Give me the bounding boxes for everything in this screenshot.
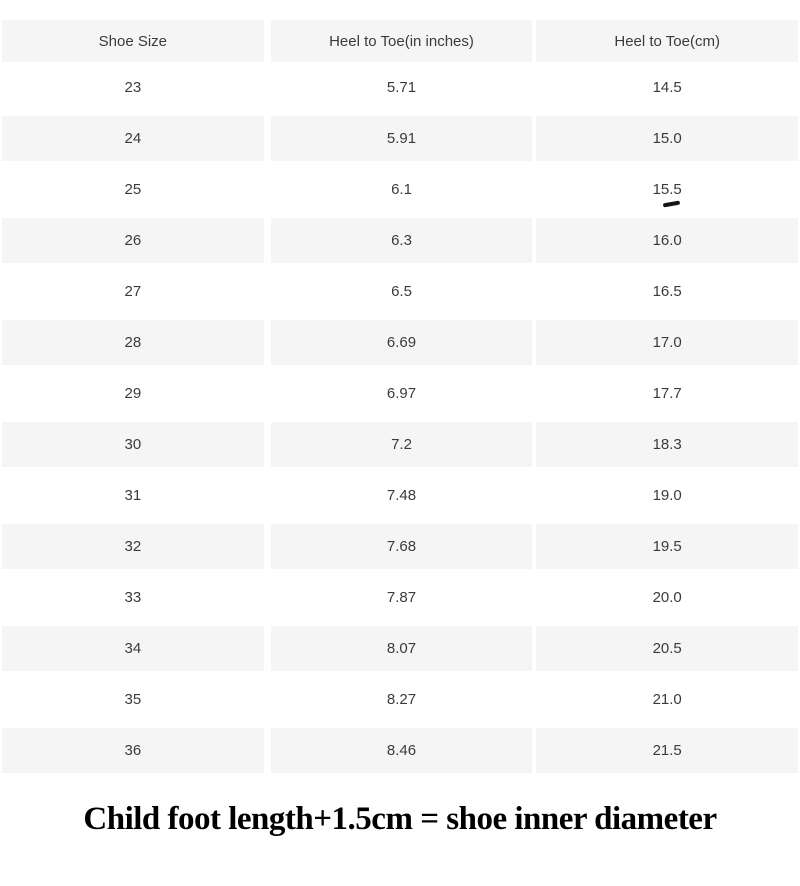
cell-shoe-size: 34	[2, 623, 264, 674]
cell-cm: 21.5	[536, 725, 799, 776]
caption-text: Child foot length+1.5cm = shoe inner dia…	[83, 801, 717, 837]
pen-mark	[662, 200, 681, 208]
cell-cm: 19.0	[536, 470, 799, 521]
table-row: 34 8.07 20.5	[2, 623, 799, 674]
table-row: 24 5.91 15.0	[2, 113, 799, 164]
cell-inches: 5.71	[270, 62, 533, 113]
table-row: 35 8.27 21.0	[2, 674, 799, 725]
table-row: 30 7.2 18.3	[2, 419, 799, 470]
cell-shoe-size: 33	[2, 572, 264, 623]
cell-cm: 14.5	[536, 62, 799, 113]
table-row: 32 7.68 19.5	[2, 521, 799, 572]
table-row: 33 7.87 20.0	[2, 572, 799, 623]
table-row: 36 8.46 21.5	[2, 725, 799, 776]
cell-shoe-size: 35	[2, 674, 264, 725]
cell-inches: 6.1	[270, 164, 533, 215]
cell-cm: 20.5	[536, 623, 799, 674]
cell-inches: 6.3	[270, 215, 533, 266]
table-row: 31 7.48 19.0	[2, 470, 799, 521]
cell-inches: 5.91	[270, 113, 533, 164]
cell-cm: 15.0	[536, 113, 799, 164]
header-cell-inches: Heel to Toe(in inches)	[270, 20, 533, 62]
cell-shoe-size: 26	[2, 215, 264, 266]
table-row: 23 5.71 14.5	[2, 62, 799, 113]
table-row: 26 6.3 16.0	[2, 215, 799, 266]
cell-cm: 18.3	[536, 419, 799, 470]
cell-inches: 8.07	[270, 623, 533, 674]
cell-inches: 6.97	[270, 368, 533, 419]
cell-shoe-size: 27	[2, 266, 264, 317]
cell-inches: 7.87	[270, 572, 533, 623]
cell-cm: 15.5	[536, 164, 799, 215]
table-row: 25 6.1 15.5	[2, 164, 799, 215]
table-header-row: Shoe Size Heel to Toe(in inches) Heel to…	[2, 20, 799, 62]
cell-cm: 16.5	[536, 266, 799, 317]
table-row: 28 6.69 17.0	[2, 317, 799, 368]
cell-inches: 8.27	[270, 674, 533, 725]
header-cell-shoe-size: Shoe Size	[2, 20, 264, 62]
cell-cm: 16.0	[536, 215, 799, 266]
cell-shoe-size: 30	[2, 419, 264, 470]
cell-cm: 20.0	[536, 572, 799, 623]
cell-inches: 7.68	[270, 521, 533, 572]
header-cell-cm: Heel to Toe(cm)	[536, 20, 799, 62]
cell-cm: 19.5	[536, 521, 799, 572]
table-row: 29 6.97 17.7	[2, 368, 799, 419]
cell-inches: 6.69	[270, 317, 533, 368]
cell-inches: 7.48	[270, 470, 533, 521]
cell-shoe-size: 29	[2, 368, 264, 419]
cell-shoe-size: 31	[2, 470, 264, 521]
cell-shoe-size: 23	[2, 62, 264, 113]
cell-cm: 17.7	[536, 368, 799, 419]
cell-inches: 8.46	[270, 725, 533, 776]
cell-inches: 6.5	[270, 266, 533, 317]
cell-shoe-size: 28	[2, 317, 264, 368]
table-body: 23 5.71 14.5 24 5.91 15.0 25 6.1 15.5 26…	[2, 62, 799, 776]
cell-cm: 17.0	[536, 317, 799, 368]
table-row: 27 6.5 16.5	[2, 266, 799, 317]
cell-shoe-size: 36	[2, 725, 264, 776]
cell-shoe-size: 24	[2, 113, 264, 164]
cell-shoe-size: 32	[2, 521, 264, 572]
cell-inches: 7.2	[270, 419, 533, 470]
cell-cm: 21.0	[536, 674, 799, 725]
cell-shoe-size: 25	[2, 164, 264, 215]
shoe-size-table: Shoe Size Heel to Toe(in inches) Heel to…	[0, 20, 800, 776]
